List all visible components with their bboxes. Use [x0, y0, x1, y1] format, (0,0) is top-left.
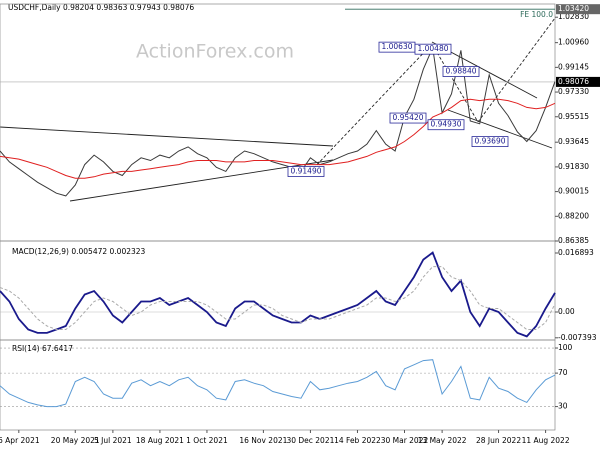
- annotation-box: [414, 43, 452, 55]
- series-line: [0, 251, 556, 338]
- annotation-box: [287, 166, 325, 177]
- x-tick-label: 20 May 2021: [51, 436, 100, 445]
- x-tick-label: 14 Feb 2022: [334, 436, 381, 445]
- y-tick-label: 0.97330: [558, 87, 589, 96]
- annotation-label: 0.91490: [290, 167, 321, 176]
- x-tick-label: 16 Nov 2021: [239, 436, 287, 445]
- y-tick-label: 0.93645: [558, 137, 589, 146]
- projection-line: [477, 17, 556, 123]
- trendline: [0, 126, 334, 147]
- y-tick-label: 100: [558, 343, 573, 352]
- x-tick-label: 11 Aug 2022: [522, 436, 570, 445]
- x-tick-label: 18 Aug 2021: [136, 436, 184, 445]
- chart-title: USDCHF,Daily 0.98204 0.98363 0.97943 0.9…: [8, 3, 194, 12]
- annotation-box: [389, 112, 427, 124]
- x-tick-label: 5 Jul 2021: [94, 436, 132, 445]
- series-line: [0, 98, 556, 179]
- x-tick-label: 30 Dec 2021: [286, 436, 334, 445]
- annotation-label: 1.00630: [381, 42, 412, 51]
- series-line: [0, 266, 556, 330]
- y-tick-label: 1.02830: [558, 12, 589, 21]
- fe-label: FE 100.0: [520, 10, 553, 19]
- annotation-label: 1.00480: [417, 44, 448, 53]
- y-tick-label: 0.91830: [558, 162, 589, 171]
- x-tick-label: 1 Oct 2021: [186, 436, 228, 445]
- x-tick-label: 6 Apr 2021: [0, 436, 40, 445]
- annotation-label: 0.95420: [392, 113, 423, 122]
- y-tick-label: 0.95515: [558, 112, 589, 121]
- y-tick-label: 0.016893: [558, 248, 594, 257]
- watermark: ActionForex.com: [136, 41, 294, 63]
- y-tick-label: 0.88200: [558, 211, 589, 220]
- macd-title: MACD(12,26,9) 0.005472 0.002323: [12, 247, 146, 256]
- panel-frame: [0, 339, 556, 431]
- y-tick-label: 0.86385: [558, 236, 589, 245]
- rsi-title: RSI(14) 67.6417: [12, 344, 73, 353]
- projection-line: [309, 43, 433, 173]
- fe-price-box: [556, 4, 600, 15]
- annotation-box: [427, 119, 465, 131]
- x-tick-label: 30 Mar 2022: [381, 436, 429, 445]
- last-price-box: [556, 76, 600, 87]
- y-tick-label: 0.00: [558, 307, 575, 316]
- x-tick-label: 28 Jun 2022: [476, 436, 521, 445]
- last-price-label: 0.98076: [558, 77, 589, 86]
- annotation-box: [471, 136, 509, 147]
- series-line: [0, 359, 556, 408]
- x-tick-label: 13 May 2022: [418, 436, 467, 445]
- annotation-label: 0.93690: [474, 137, 505, 146]
- y-tick-label: -0.007393: [558, 333, 597, 342]
- annotation-label: 0.94930: [430, 120, 461, 129]
- projection-line: [431, 43, 479, 123]
- annotation-box: [442, 66, 480, 77]
- y-tick-label: 0.99145: [558, 62, 589, 71]
- annotation-label: 0.98840: [445, 67, 476, 76]
- y-tick-label: 70: [558, 368, 568, 377]
- series-line: [0, 45, 556, 197]
- y-tick-label: 1.00960: [558, 38, 589, 47]
- y-tick-label: 30: [558, 402, 568, 411]
- fe-price-label: 1.03420: [558, 4, 589, 13]
- y-tick-label: 0.90015: [558, 187, 589, 196]
- trendline: [447, 109, 553, 149]
